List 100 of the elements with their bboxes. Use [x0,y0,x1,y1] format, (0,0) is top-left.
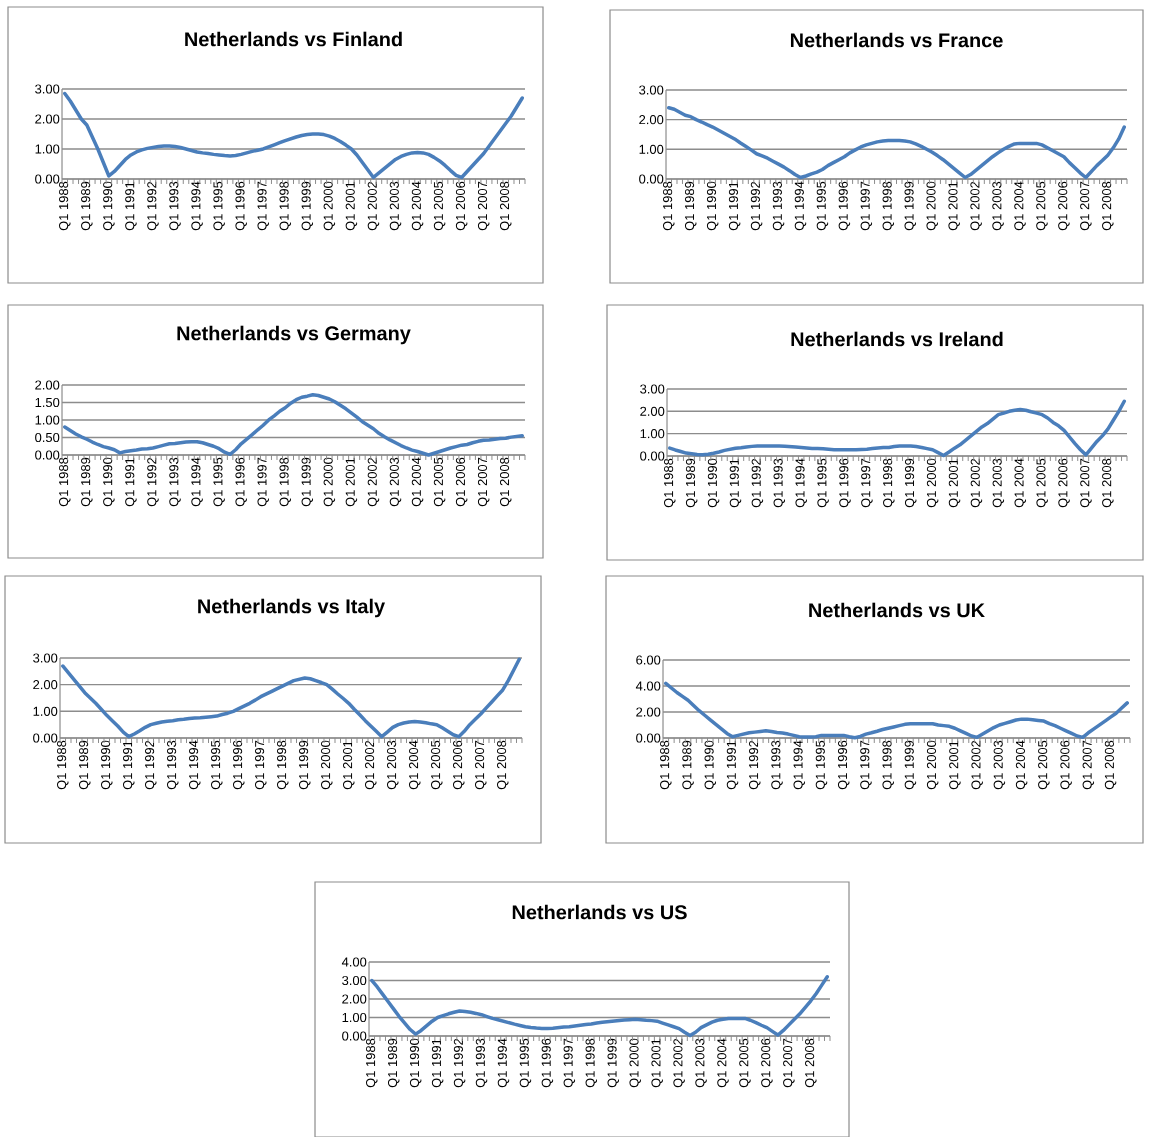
x-tick-label: Q1 1994 [191,457,203,507]
x-tick-label: Q1 2000 [926,458,939,508]
x-tick-label: Q1 2000 [323,181,336,231]
y-tick-label: 1.00 [33,706,58,716]
x-tick-label: Q1 1999 [904,740,917,790]
x-tick-label: Q1 1999 [607,1038,619,1088]
y-tick-label: 1.00 [640,429,665,439]
x-tick-label: Q1 2001 [948,181,960,231]
y-tick-label: 1.00 [639,144,664,154]
x-tick-label: Q1 1992 [749,740,761,790]
x-tick-label: Q1 1998 [883,458,895,508]
x-tick-label: Q1 2005 [431,740,443,790]
x-tick-label: Q1 1990 [707,458,720,508]
x-tick-label: Q1 2001 [948,458,961,508]
x-tick-label: Q1 1996 [235,181,247,231]
x-tick-label: Q1 1988 [59,181,71,231]
y-tick-label: 2.00 [342,994,367,1004]
x-tick-label: Q1 2002 [367,457,380,507]
x-tick-label: Q1 1999 [301,457,314,507]
x-tick-label: Q1 1989 [81,181,93,231]
x-tick-label: Q1 1999 [301,181,314,231]
x-tick-label: Q1 1992 [147,181,159,231]
chart-title: Netherlands vs Italy [198,598,385,618]
x-tick-label: Q1 1996 [235,457,247,507]
x-tick-label: Q1 2008 [1104,740,1117,790]
x-tick-label: Q1 1995 [213,457,225,507]
x-tick-label: Q1 1997 [255,740,267,790]
y-tick-label: 1.00 [35,144,60,154]
x-tick-label: Q1 2008 [805,1038,817,1088]
x-tick-label: Q1 2007 [1082,740,1095,790]
y-tick-label: 3.00 [639,85,664,95]
x-tick-label: Q1 1995 [816,181,829,231]
x-tick-label: Q1 1999 [904,458,917,508]
x-tick-label: Q1 2007 [1080,181,1092,231]
x-tick-label: Q1 1994 [189,740,201,790]
x-tick-label: Q1 1997 [257,457,269,507]
x-tick-label: Q1 2003 [695,1038,707,1088]
x-tick-label: Q1 1996 [541,1038,554,1088]
x-tick-label: Q1 2008 [499,457,512,507]
x-tick-label: Q1 2008 [499,181,512,231]
x-tick-label: Q1 2003 [992,181,1004,231]
x-tick-label: Q1 2006 [1058,181,1070,231]
x-tick-label: Q1 1988 [660,740,672,790]
y-tick-label: 1.00 [35,415,60,425]
x-tick-label: Q1 1998 [882,740,894,790]
x-tick-label: Q1 2006 [1058,458,1070,508]
x-tick-label: Q1 1995 [519,1038,532,1088]
x-tick-label: Q1 1998 [279,181,291,231]
x-tick-label: Q1 2006 [761,1038,773,1088]
x-tick-label: Q1 1993 [772,181,785,231]
x-tick-label: Q1 1990 [103,181,115,231]
x-tick-label: Q1 2001 [651,1038,663,1088]
x-tick-label: Q1 2005 [433,457,446,507]
x-tick-label: Q1 2008 [1102,458,1114,508]
y-tick-label: 3.00 [640,384,665,394]
x-tick-label: Q1 1990 [706,181,719,231]
x-tick-label: Q1 2005 [1036,181,1048,231]
x-tick-label: Q1 1992 [453,1038,466,1088]
x-tick-label: Q1 2004 [411,457,424,507]
x-tick-label: Q1 1994 [497,1038,510,1088]
x-tick-label: Q1 1993 [773,458,786,508]
x-tick-label: Q1 1995 [815,740,828,790]
x-tick-label: Q1 1988 [663,181,675,231]
x-tick-label: Q1 2005 [1036,458,1048,508]
y-tick-label: 4.00 [341,957,367,967]
x-tick-label: Q1 2004 [409,740,421,790]
x-tick-label: Q1 1995 [211,740,223,790]
y-tick-label: 2.00 [35,114,60,124]
x-tick-label: Q1 1990 [409,1038,422,1088]
x-tick-label: Q1 1997 [257,181,269,231]
x-tick-label: Q1 1999 [904,181,916,231]
x-tick-label: Q1 2002 [673,1038,685,1088]
x-tick-label: Q1 1999 [299,740,311,790]
x-tick-label: Q1 2008 [1102,181,1114,231]
x-tick-label: Q1 1990 [103,457,115,507]
x-tick-label: Q1 1991 [728,181,741,231]
x-tick-label: Q1 1988 [664,458,676,508]
x-tick-label: Q1 2006 [453,740,465,790]
y-tick-label: 0.00 [636,733,661,743]
chart-title: Netherlands vs Germany [177,325,411,345]
x-tick-label: Q1 1990 [704,740,717,790]
x-tick-label: Q1 2001 [345,457,358,507]
x-tick-label: Q1 1996 [839,458,851,508]
x-tick-label: Q1 2007 [477,181,490,231]
x-tick-label: Q1 2005 [1038,740,1050,790]
chart-title: Netherlands vs Ireland [791,331,1003,347]
x-tick-label: Q1 1995 [817,458,829,508]
x-tick-label: Q1 1991 [123,740,135,790]
chart-title: Netherlands vs France [790,32,1003,48]
x-tick-label: Q1 1992 [145,740,157,790]
x-tick-label: Q1 1991 [726,740,739,790]
x-tick-label: Q1 1989 [684,181,697,231]
x-tick-label: Q1 1989 [682,740,694,790]
x-tick-label: Q1 2004 [717,1038,729,1088]
x-tick-label: Q1 2002 [365,740,377,790]
x-tick-label: Q1 2002 [970,181,982,231]
x-tick-label: Q1 2007 [783,1038,795,1088]
x-tick-label: Q1 1996 [233,740,245,790]
x-tick-label: Q1 2003 [389,181,402,231]
x-tick-label: Q1 2003 [992,458,1005,508]
